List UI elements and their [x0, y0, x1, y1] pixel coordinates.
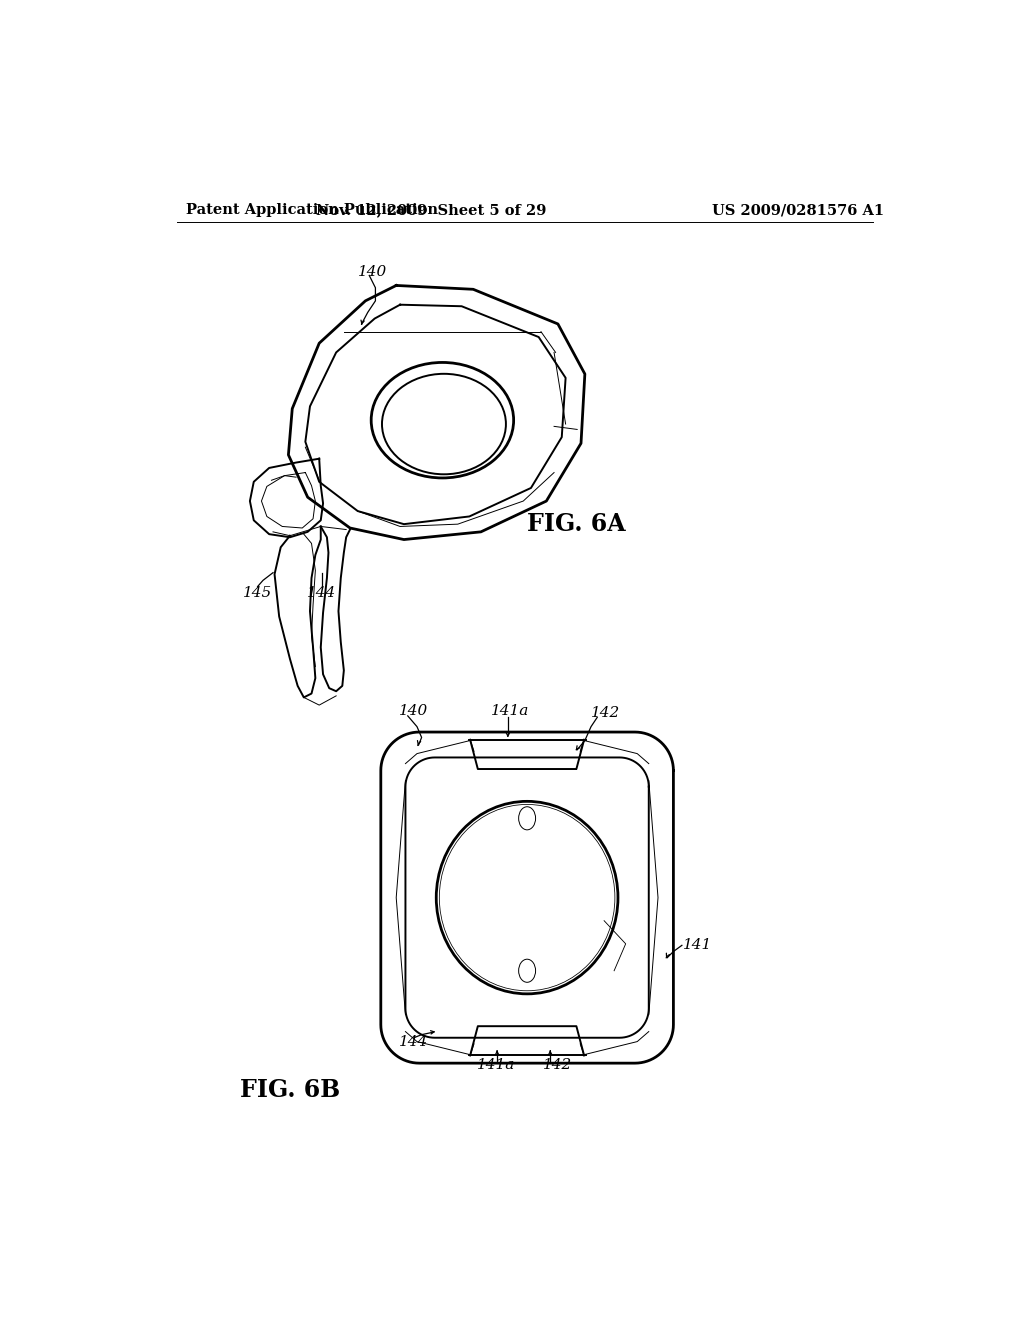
Text: Patent Application Publication: Patent Application Publication: [186, 203, 438, 216]
Text: 142: 142: [591, 706, 621, 719]
Text: 141a: 141a: [490, 705, 529, 718]
Text: 144: 144: [398, 1035, 428, 1049]
Text: FIG. 6B: FIG. 6B: [240, 1078, 340, 1102]
Text: 142: 142: [543, 1059, 571, 1072]
Text: 141: 141: [683, 939, 713, 952]
Text: Nov. 12, 2009  Sheet 5 of 29: Nov. 12, 2009 Sheet 5 of 29: [315, 203, 546, 216]
Text: 140: 140: [357, 265, 387, 280]
Text: 145: 145: [243, 586, 272, 601]
Text: 141a: 141a: [477, 1059, 515, 1072]
Text: FIG. 6A: FIG. 6A: [527, 512, 626, 536]
Text: 140: 140: [398, 705, 428, 718]
Text: 144: 144: [307, 586, 336, 601]
Text: US 2009/0281576 A1: US 2009/0281576 A1: [712, 203, 884, 216]
